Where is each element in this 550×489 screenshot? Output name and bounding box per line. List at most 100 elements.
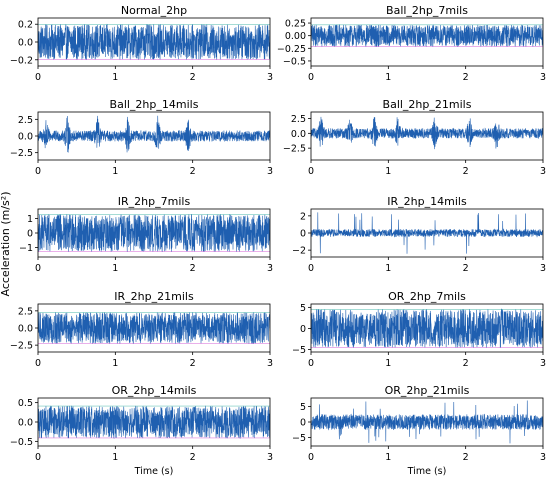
subplot-title: Ball_2hp_14mils bbox=[110, 98, 199, 111]
y-tick-label: 0 bbox=[27, 229, 33, 240]
signal-line bbox=[38, 405, 270, 440]
y-tick-label: 0 bbox=[300, 229, 306, 240]
subplot-title: OR_2hp_14mils bbox=[112, 384, 197, 397]
x-axis-label: Time (s) bbox=[134, 466, 174, 477]
y-tick-label: 0 bbox=[300, 324, 306, 335]
y-tick-label: 0.5 bbox=[18, 398, 33, 409]
x-tick-label: 0 bbox=[308, 358, 314, 369]
x-tick-label: 3 bbox=[267, 358, 273, 369]
subplot-title: OR_2hp_7mils bbox=[388, 290, 466, 303]
x-tick-label: 2 bbox=[190, 166, 196, 177]
x-tick-label: 2 bbox=[190, 263, 196, 274]
y-tick-label: 0.00 bbox=[285, 31, 306, 42]
subplot-title: Ball_2hp_21mils bbox=[383, 98, 472, 111]
x-tick-label: 0 bbox=[308, 72, 314, 83]
y-tick-label: −5 bbox=[292, 433, 306, 444]
x-tick-label: 2 bbox=[463, 358, 469, 369]
y-tick-label: −5 bbox=[292, 345, 306, 356]
x-tick-label: 1 bbox=[385, 263, 391, 274]
y-tick-label: 2.5 bbox=[18, 306, 33, 317]
y-tick-label: 2 bbox=[300, 211, 306, 222]
y-tick-label: −0.5 bbox=[10, 437, 33, 448]
x-tick-label: 0 bbox=[35, 358, 41, 369]
x-tick-label: 2 bbox=[190, 452, 196, 463]
y-tick-label: −2.5 bbox=[283, 144, 306, 155]
x-tick-label: 0 bbox=[35, 72, 41, 83]
x-tick-label: 1 bbox=[112, 166, 118, 177]
y-tick-label: 0.2 bbox=[18, 20, 33, 31]
y-tick-label: −0.25 bbox=[277, 44, 306, 55]
x-tick-label: 0 bbox=[308, 452, 314, 463]
signal-line bbox=[311, 400, 543, 444]
signal-line bbox=[38, 213, 270, 252]
subplot-title: OR_2hp_21mils bbox=[385, 384, 470, 397]
subplot-OR_2hp_14mils: OR_2hp_14mils −0.5 0.0 0.5 0 1 2 3 Time (s) bbox=[10, 384, 273, 477]
y-tick-label: −2.5 bbox=[10, 148, 33, 159]
y-tick-label: −2 bbox=[292, 246, 306, 257]
y-tick-label: −1 bbox=[19, 243, 33, 254]
y-tick-label: 0.0 bbox=[291, 129, 306, 140]
plot-frame bbox=[310, 17, 544, 67]
x-tick-label: 1 bbox=[112, 452, 118, 463]
y-tick-label: 0.0 bbox=[18, 418, 33, 429]
x-tick-label: 3 bbox=[540, 166, 546, 177]
y-tick-label: −0.2 bbox=[10, 55, 33, 66]
x-tick-label: 2 bbox=[463, 72, 469, 83]
subplot-title: Ball_2hp_7mils bbox=[386, 4, 468, 17]
x-tick-label: 0 bbox=[308, 263, 314, 274]
subplot-Ball_2hp_14mils: Ball_2hp_14mils −2.5 0.0 2.5 0 1 2 3 bbox=[10, 98, 273, 177]
y-tick-label: 0.0 bbox=[18, 38, 33, 49]
y-tick-label: 0 bbox=[300, 418, 306, 429]
x-tick-label: 0 bbox=[308, 166, 314, 177]
y-tick-label: 5 bbox=[300, 402, 306, 413]
signal-line bbox=[38, 115, 270, 153]
subplot-title: IR_2hp_21mils bbox=[114, 290, 194, 303]
signal-line bbox=[38, 23, 270, 60]
y-tick-label: 1 bbox=[27, 214, 33, 225]
x-tick-label: 2 bbox=[190, 358, 196, 369]
x-tick-label: 1 bbox=[112, 263, 118, 274]
x-tick-label: 1 bbox=[385, 72, 391, 83]
x-tick-label: 2 bbox=[463, 452, 469, 463]
x-tick-label: 2 bbox=[190, 72, 196, 83]
x-tick-label: 3 bbox=[540, 358, 546, 369]
plot-frame bbox=[310, 111, 544, 161]
y-tick-label: 0.25 bbox=[285, 19, 306, 30]
subplot-Ball_2hp_7mils: Ball_2hp_7mils −0.5−0.25 0.000.25 0 1 2 3 bbox=[277, 4, 546, 83]
subplot-title: Normal_2hp bbox=[121, 4, 187, 17]
x-tick-label: 1 bbox=[112, 358, 118, 369]
signal-line bbox=[38, 311, 270, 344]
subplot-Normal_2hp: Normal_2hp −0.2 0.0 0.2 0 1 2 3 bbox=[10, 4, 273, 83]
x-tick-label: 0 bbox=[35, 263, 41, 274]
x-tick-label: 2 bbox=[463, 166, 469, 177]
plot-frame bbox=[310, 303, 544, 353]
x-tick-label: 3 bbox=[540, 452, 546, 463]
subplot-title: IR_2hp_7mils bbox=[118, 195, 191, 208]
y-tick-label: 0.0 bbox=[18, 132, 33, 143]
y-tick-label: 2.5 bbox=[291, 114, 306, 125]
signal-line bbox=[311, 23, 543, 48]
x-tick-label: 3 bbox=[540, 72, 546, 83]
x-tick-label: 1 bbox=[385, 452, 391, 463]
x-tick-label: 3 bbox=[267, 72, 273, 83]
x-axis-label: Time (s) bbox=[407, 466, 447, 477]
y-tick-label: −2.5 bbox=[10, 341, 33, 352]
signal-line bbox=[311, 212, 543, 254]
x-tick-label: 0 bbox=[35, 166, 41, 177]
x-tick-label: 2 bbox=[463, 263, 469, 274]
x-tick-label: 3 bbox=[267, 263, 273, 274]
subplot-title: IR_2hp_14mils bbox=[387, 195, 467, 208]
x-tick-label: 1 bbox=[112, 72, 118, 83]
subplot-IR_2hp_21mils: IR_2hp_21mils −2.5 0.0 2.5 0 1 2 3 bbox=[10, 290, 273, 369]
y-tick-label: −0.5 bbox=[283, 56, 306, 67]
x-tick-label: 3 bbox=[267, 452, 273, 463]
y-tick-label: 0.0 bbox=[18, 324, 33, 335]
y-tick-label: 2.5 bbox=[18, 115, 33, 126]
shared-y-axis-label: Acceleration (m/s²) bbox=[0, 192, 12, 297]
y-tick-label: 5 bbox=[300, 303, 306, 314]
